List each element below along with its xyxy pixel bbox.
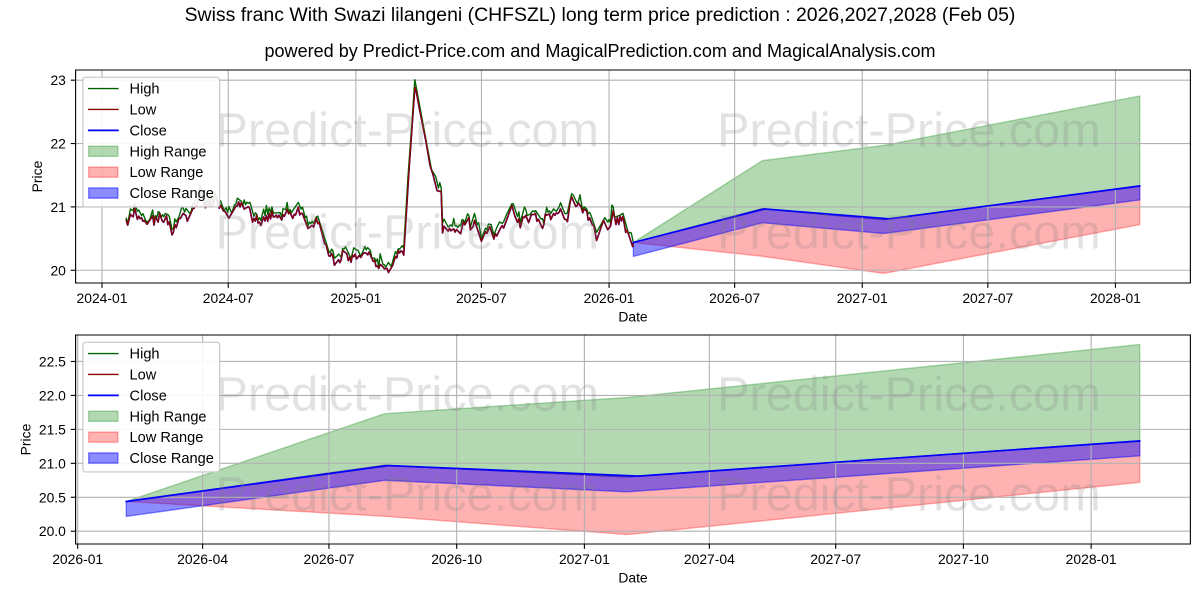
- svg-text:2024-07: 2024-07: [203, 290, 254, 306]
- svg-text:2027-04: 2027-04: [684, 551, 735, 567]
- svg-text:Low: Low: [130, 368, 157, 384]
- svg-text:High: High: [130, 82, 160, 98]
- svg-text:Price: Price: [17, 423, 33, 455]
- svg-text:Low Range: Low Range: [130, 165, 204, 181]
- svg-text:2026-07: 2026-07: [303, 551, 354, 567]
- svg-text:Price: Price: [29, 160, 45, 192]
- svg-text:20: 20: [50, 262, 66, 278]
- svg-text:Predict-Price.com: Predict-Price.com: [215, 468, 599, 522]
- svg-text:2027-01: 2027-01: [559, 551, 610, 567]
- svg-text:22: 22: [50, 136, 66, 152]
- svg-text:Date: Date: [618, 308, 648, 324]
- svg-text:Swiss franc With Swazi lilange: Swiss franc With Swazi lilangeni (CHFSZL…: [185, 4, 1016, 26]
- svg-text:20.0: 20.0: [39, 523, 66, 539]
- svg-text:Predict-Price.com: Predict-Price.com: [215, 367, 599, 421]
- svg-text:2025-07: 2025-07: [456, 290, 507, 306]
- svg-text:Predict-Price.com: Predict-Price.com: [717, 206, 1101, 260]
- svg-text:High: High: [130, 347, 160, 363]
- svg-text:2026-07: 2026-07: [709, 290, 760, 306]
- svg-text:Predict-Price.com: Predict-Price.com: [717, 367, 1101, 421]
- svg-text:2028-01: 2028-01: [1066, 551, 1117, 567]
- svg-text:2026-01: 2026-01: [584, 290, 635, 306]
- svg-text:Predict-Price.com: Predict-Price.com: [717, 103, 1101, 157]
- svg-text:2024-01: 2024-01: [77, 290, 128, 306]
- svg-text:23: 23: [50, 72, 66, 88]
- svg-text:Predict-Price.com: Predict-Price.com: [717, 468, 1101, 522]
- svg-text:2027-10: 2027-10: [938, 551, 989, 567]
- svg-text:2026-04: 2026-04: [177, 551, 228, 567]
- svg-text:Predict-Price.com: Predict-Price.com: [215, 206, 599, 260]
- svg-text:21.0: 21.0: [39, 455, 66, 471]
- svg-text:22.0: 22.0: [39, 387, 66, 403]
- svg-text:powered by Predict-Price.com a: powered by Predict-Price.com and Magical…: [264, 41, 935, 61]
- svg-text:2026-10: 2026-10: [431, 551, 482, 567]
- svg-text:2026-01: 2026-01: [52, 551, 103, 567]
- svg-text:20.5: 20.5: [39, 489, 66, 505]
- svg-text:Predict-Price.com: Predict-Price.com: [215, 103, 599, 157]
- svg-text:2028-01: 2028-01: [1090, 290, 1141, 306]
- svg-text:Close Range: Close Range: [130, 186, 214, 202]
- svg-text:Low: Low: [130, 103, 157, 119]
- svg-text:Close Range: Close Range: [130, 451, 214, 467]
- svg-text:21.5: 21.5: [39, 421, 66, 437]
- svg-text:High Range: High Range: [130, 144, 207, 160]
- svg-text:2025-01: 2025-01: [330, 290, 381, 306]
- svg-text:2027-01: 2027-01: [837, 290, 888, 306]
- svg-text:Date: Date: [618, 569, 648, 585]
- svg-text:Close: Close: [130, 388, 167, 404]
- svg-text:Close: Close: [130, 123, 167, 139]
- svg-text:22.5: 22.5: [39, 354, 66, 370]
- svg-text:2027-07: 2027-07: [810, 551, 861, 567]
- svg-text:2027-07: 2027-07: [962, 290, 1013, 306]
- svg-text:High Range: High Range: [130, 409, 207, 425]
- svg-text:21: 21: [50, 199, 66, 215]
- svg-text:Low Range: Low Range: [130, 430, 204, 446]
